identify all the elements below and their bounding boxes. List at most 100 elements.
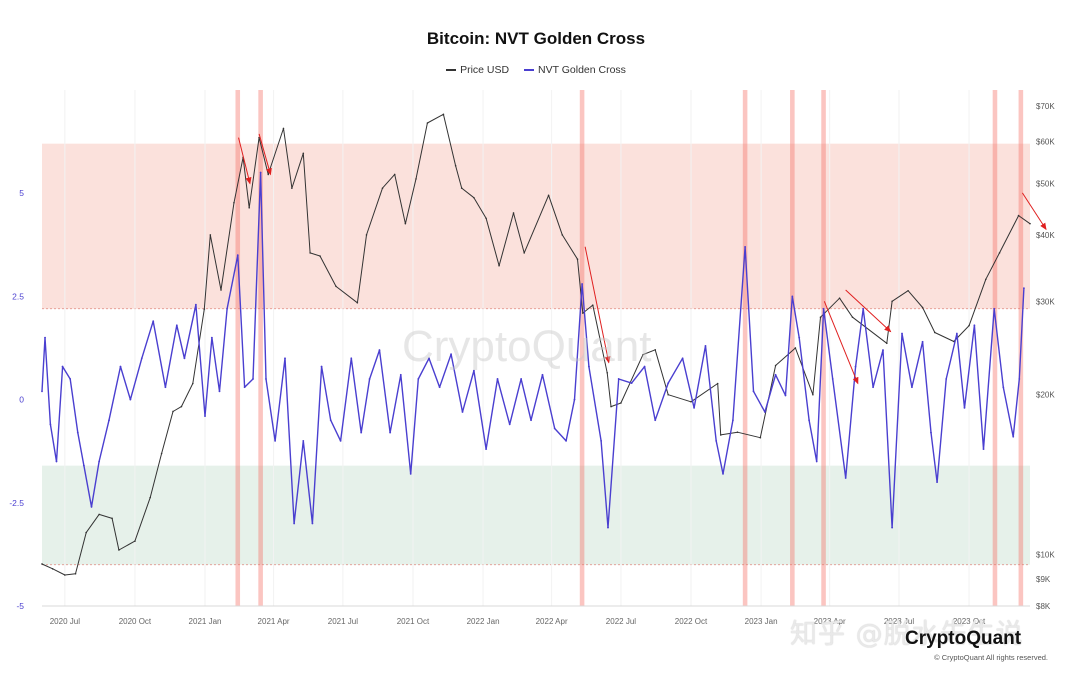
- price-point: [851, 316, 854, 318]
- price-point: [654, 349, 657, 351]
- nvt-point: [530, 419, 532, 422]
- price-point: [1017, 214, 1020, 217]
- price-point: [620, 402, 622, 404]
- nvt-point: [311, 522, 314, 525]
- price-point: [523, 252, 525, 254]
- nvt-point: [541, 373, 544, 376]
- nvt-point: [339, 439, 342, 442]
- price-point: [998, 252, 1001, 254]
- price-point: [118, 549, 120, 551]
- price-point: [1029, 222, 1031, 225]
- price-point: [736, 431, 739, 434]
- series-line-price: [41, 113, 1031, 576]
- price-point: [690, 400, 692, 403]
- price-point: [291, 187, 293, 189]
- x-tick-label: 2023 Jul: [884, 617, 914, 626]
- nvt-point: [164, 386, 167, 389]
- left-y-tick-label: -5: [16, 601, 24, 611]
- x-tick-label: 2022 Jul: [606, 617, 636, 626]
- nvt-point: [862, 307, 865, 310]
- nvt-point: [1012, 435, 1015, 438]
- nvt-point: [715, 439, 718, 442]
- nvt-point: [921, 340, 924, 343]
- price-point: [591, 304, 594, 306]
- price-point: [985, 278, 987, 281]
- price-point: [74, 572, 77, 575]
- nvt-point: [752, 390, 755, 393]
- legend-swatch: [446, 69, 457, 72]
- nvt-point: [784, 394, 787, 397]
- nvt-point: [1023, 287, 1025, 290]
- x-tick-label: 2023 Jan: [745, 617, 778, 626]
- price-point: [460, 187, 463, 189]
- nvt-point: [76, 431, 79, 434]
- nvt-point: [744, 245, 747, 248]
- price-point: [203, 308, 206, 310]
- price-point: [442, 113, 445, 116]
- nvt-point: [854, 365, 857, 368]
- nvt-point: [119, 365, 122, 368]
- nvt-point: [955, 332, 958, 335]
- nvt-point: [993, 307, 996, 310]
- nvt-point: [1018, 378, 1021, 380]
- left-y-tick-label: 5: [19, 188, 24, 198]
- price-point: [160, 452, 163, 455]
- nvt-point: [496, 378, 499, 380]
- right-y-tick-label: $20K: [1036, 391, 1055, 400]
- x-tick-label: 2022 Apr: [536, 617, 568, 626]
- nvt-point: [236, 254, 239, 257]
- price-point: [41, 563, 43, 565]
- nvt-point: [936, 481, 938, 484]
- nvt-point: [226, 307, 229, 310]
- right-y-tick-label: $10K: [1036, 551, 1055, 560]
- nvt-point: [774, 373, 777, 376]
- nvt-point: [175, 324, 178, 327]
- nvt-point: [98, 460, 101, 463]
- left-y-tick-label: 2.5: [12, 291, 24, 301]
- highlight-band: [790, 90, 795, 606]
- price-point: [953, 340, 955, 343]
- annotation-arrow: [584, 246, 611, 364]
- price-point: [319, 255, 321, 257]
- left-y-tick-label: -2.5: [9, 498, 24, 508]
- price-point: [498, 264, 500, 267]
- nvt-point: [183, 357, 186, 360]
- price-point: [473, 196, 475, 199]
- nvt-point: [945, 378, 948, 380]
- nvt-point: [667, 382, 670, 384]
- nvt-point: [520, 378, 523, 380]
- price-point: [248, 206, 250, 209]
- highlight-band: [821, 90, 826, 606]
- price-point: [512, 212, 515, 214]
- nvt-point: [617, 378, 620, 380]
- price-point: [258, 136, 260, 139]
- nvt-point: [194, 303, 197, 306]
- nvt-point: [891, 526, 894, 529]
- price-point: [812, 393, 814, 396]
- nvt-point: [329, 419, 332, 422]
- price-point: [774, 364, 777, 367]
- nvt-point: [588, 365, 590, 368]
- price-point: [209, 234, 212, 236]
- price-point: [582, 312, 584, 314]
- nvt-point: [473, 369, 475, 372]
- price-point: [415, 178, 417, 180]
- annotation-arrow: [823, 301, 859, 385]
- nvt-point: [428, 357, 430, 360]
- price-point: [610, 405, 612, 408]
- nvt-point: [808, 419, 810, 422]
- annotation-arrow: [1021, 192, 1047, 231]
- x-tick-label: 2022 Jan: [467, 617, 500, 626]
- x-tick-label: 2021 Jan: [189, 617, 222, 626]
- legend-item-price[interactable]: Price USD: [446, 64, 509, 76]
- price-point: [907, 289, 909, 292]
- nvt-point: [901, 332, 903, 335]
- price-point: [220, 289, 222, 291]
- nvt-point: [485, 448, 488, 451]
- nvt-point: [265, 378, 267, 380]
- highlight-band: [579, 90, 585, 606]
- nvt-point: [1002, 386, 1005, 389]
- legend-item-nvt[interactable]: NVT Golden Cross: [524, 64, 626, 76]
- nvt-point: [360, 431, 363, 434]
- nvt-point: [218, 390, 221, 393]
